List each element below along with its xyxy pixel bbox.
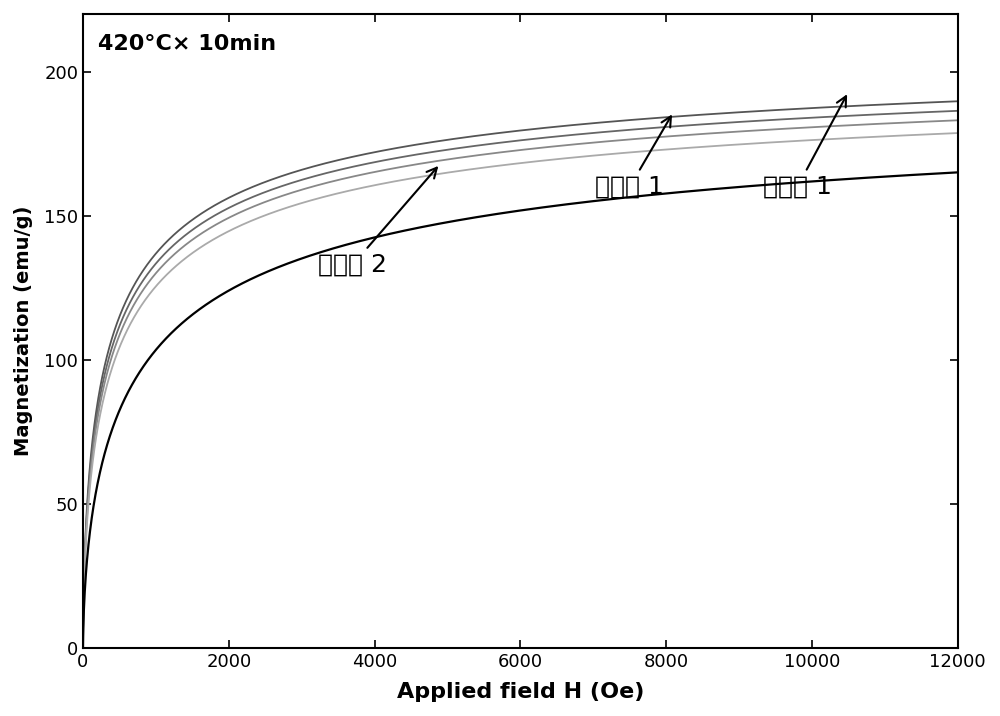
Text: 对比例 1: 对比例 1 — [763, 96, 846, 199]
Text: 实施例 1: 实施例 1 — [595, 116, 671, 199]
Y-axis label: Magnetization (emu/g): Magnetization (emu/g) — [14, 205, 33, 456]
Text: 420°C× 10min: 420°C× 10min — [98, 34, 276, 54]
Text: 实施例 2: 实施例 2 — [318, 168, 437, 276]
X-axis label: Applied field H (Oe): Applied field H (Oe) — [397, 682, 644, 702]
